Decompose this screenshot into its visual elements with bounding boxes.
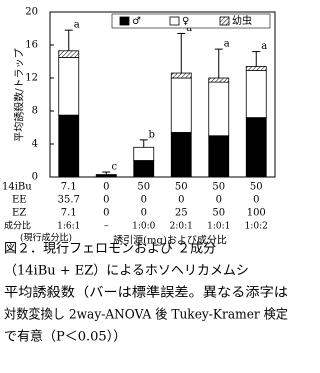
y-tick-label: 4 <box>32 139 38 150</box>
plot-frame <box>49 11 276 178</box>
caption-line: 対数変換し 2way-ANOVA 後 Tukey-Kramer 検定 <box>4 307 288 323</box>
y-tick-label: 12 <box>25 73 38 84</box>
significance-letter: b <box>149 129 155 140</box>
note: (現行成分比) <box>20 232 72 244</box>
bar-segment <box>245 66 267 71</box>
table-cell: 50 <box>212 208 225 219</box>
bar-segment <box>245 117 267 178</box>
table-cell: 50 <box>212 182 225 193</box>
y-tick-label: 16 <box>25 40 38 51</box>
caption-line: で有意（P＜0.05）） <box>4 329 126 345</box>
caption-line: （14iBu + EZ）によるホソヘリカメムシ <box>4 264 249 279</box>
significance-letter: a <box>74 20 80 31</box>
table-cell: 35.7 <box>58 195 80 206</box>
bar-segment <box>170 72 192 79</box>
table-cell: 0 <box>103 208 109 219</box>
bar-segment <box>170 132 192 178</box>
table-cell: 100 <box>247 208 266 219</box>
table-cell: 1:0:0 <box>132 222 156 232</box>
legend-label: ♂ <box>132 16 141 27</box>
y-tick-label: 0 <box>32 172 38 183</box>
chart: 平均誘殺数/トラップ (現行成分比) 誘引源(mg)および成分比 0 4 8 12 16… <box>2 7 288 345</box>
table-cell: 0 <box>141 208 147 219</box>
legend-swatch <box>219 16 230 26</box>
table-cell: 50 <box>137 182 150 193</box>
significance-letter: a <box>186 23 192 34</box>
table-cell: 7.1 <box>61 208 77 219</box>
bar-segment <box>95 174 117 176</box>
y-tick-label: 20 <box>25 7 38 18</box>
caption-line: 平均誘殺数（バーは標準誤差。異なる添字は <box>4 285 288 301</box>
table-cell: 2:0:1 <box>170 222 193 232</box>
bar-segment <box>208 135 230 178</box>
legend-swatch <box>169 16 180 26</box>
bar-segment <box>133 146 155 161</box>
table-cell: – <box>104 222 109 232</box>
bar-segment <box>208 77 230 83</box>
table-cell: 0 <box>141 195 147 206</box>
table-cell: 0 <box>178 195 184 206</box>
table-cell: 50 <box>175 182 188 193</box>
significance-letter: a <box>261 41 267 52</box>
significance-letter: a <box>224 39 230 50</box>
table-cell: 7.1 <box>61 182 77 193</box>
x-axis-label: 誘引源(mg)および成分比 <box>113 234 227 247</box>
bar-segment <box>208 81 230 137</box>
legend-box <box>111 13 271 29</box>
y-tick-label: 8 <box>32 106 38 117</box>
legend-swatch <box>119 16 130 26</box>
table-cell: 0 <box>103 195 109 206</box>
caption-line: 図２．現行フェロモンおよび ２成分 <box>4 242 216 257</box>
table-cell: 1:6:1 <box>57 222 80 232</box>
bar-segment <box>170 77 192 133</box>
table-cell: 0 <box>103 182 109 193</box>
legend-label: ♀ <box>182 16 189 27</box>
y-axis-label: 平均誘殺数/トラップ <box>13 48 26 141</box>
bar-segment <box>58 114 80 178</box>
table-cell: 25 <box>175 208 188 219</box>
bar-segment <box>58 56 80 116</box>
table-cell: 1:0:1 <box>207 222 230 232</box>
row-label: EZ <box>12 208 26 219</box>
table-cell: 1:0:2 <box>245 222 268 232</box>
bar-segment <box>133 160 155 178</box>
table-cell: 0 <box>216 195 222 206</box>
bar-segment <box>58 50 80 58</box>
row-label: 成分比 <box>4 220 31 232</box>
table-cell: 50 <box>250 182 263 193</box>
table-cell: 0 <box>253 195 259 206</box>
row-label: EE <box>12 195 27 206</box>
bar-segment <box>245 70 267 118</box>
row-label: 14iBu <box>2 182 32 193</box>
legend-label: 幼虫 <box>232 14 252 27</box>
significance-letter: c <box>111 162 117 173</box>
